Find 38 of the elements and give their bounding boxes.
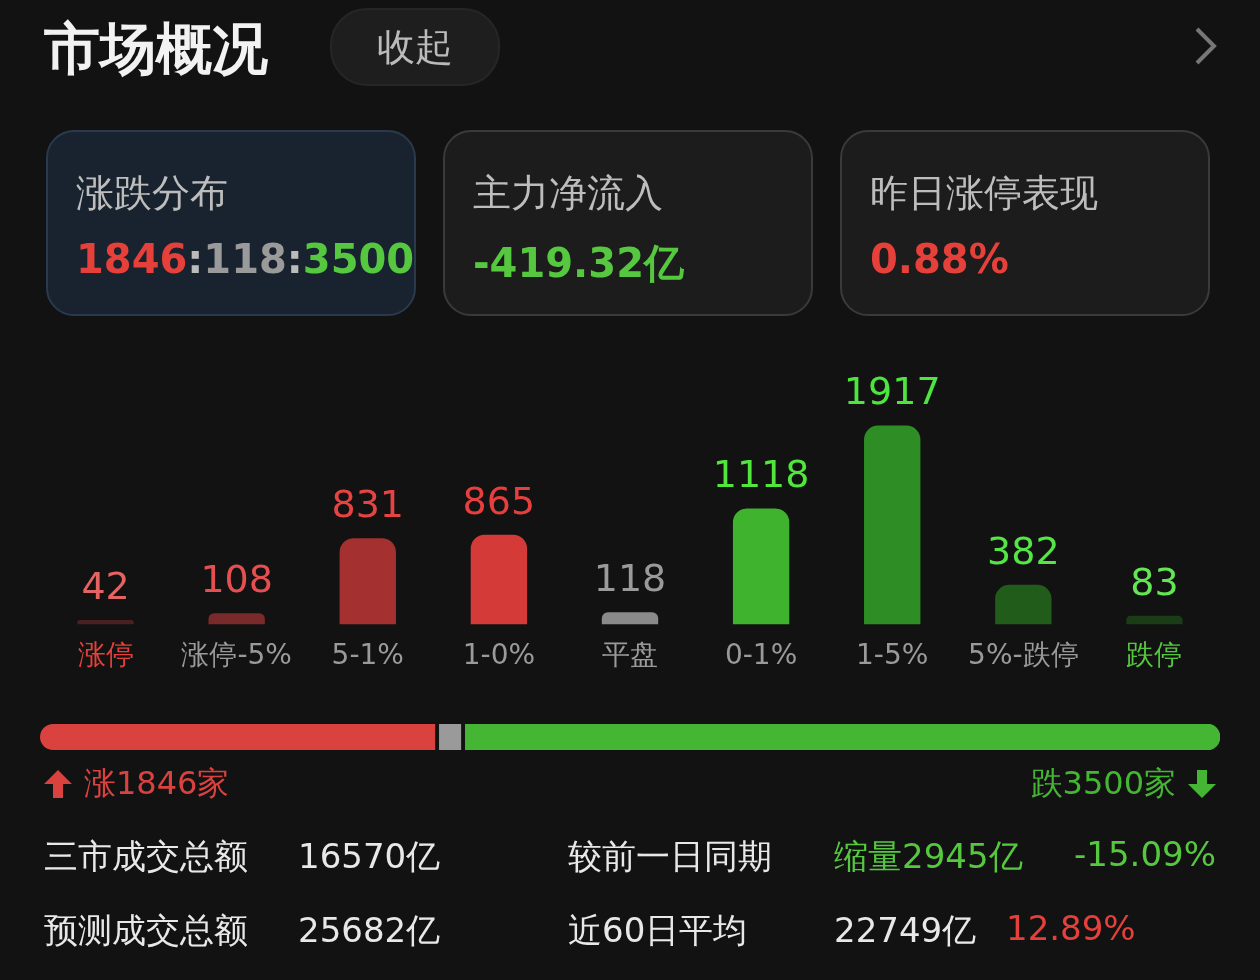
text: 25682亿: [298, 909, 441, 952]
data-label: 83: [1130, 559, 1179, 604]
data-label: 118: [593, 556, 667, 601]
x-tick-label: 5%-跌停: [968, 638, 1079, 672]
text: 16570亿: [298, 835, 441, 878]
text: 近60日平均: [568, 909, 748, 952]
x-tick-label: 5-1%: [331, 638, 404, 672]
text: 昨日涨停表现: [870, 170, 1098, 217]
data-label: 108: [200, 557, 273, 602]
text: 收起: [330, 8, 500, 86]
text: 涨跌分布: [76, 170, 228, 217]
data-label: 382: [987, 528, 1060, 573]
text: 1846:118:3500: [76, 236, 415, 282]
text: 主力净流入: [473, 170, 663, 217]
text: 较前一日同期: [568, 835, 772, 878]
data-label: 1118: [712, 452, 810, 497]
data-label: 865: [462, 478, 536, 523]
data-label: 831: [331, 482, 405, 527]
text: 涨1846家: [84, 763, 230, 804]
data-label: 1917: [843, 369, 941, 414]
x-tick-label: 平盘: [602, 638, 658, 672]
data-label: 42: [81, 563, 130, 608]
x-tick-label: 跌停: [1126, 638, 1183, 672]
text: 市场概况: [44, 15, 268, 83]
text: 三市成交总额: [44, 835, 248, 878]
x-tick-label: 涨停-5%: [181, 638, 292, 672]
text: 预测成交总额: [44, 909, 248, 952]
x-tick-label: 1-0%: [462, 638, 536, 672]
text: -419.32亿: [473, 240, 684, 286]
text: 12.89%: [1006, 908, 1136, 948]
text: -15.09%: [1074, 834, 1216, 874]
text: 跌3500家: [1030, 763, 1176, 804]
x-tick-label: 1-5%: [856, 638, 929, 672]
x-tick-label: 0-1%: [724, 638, 798, 672]
x-tick-label: 涨停: [77, 638, 134, 672]
text: 22749亿: [834, 909, 977, 952]
text: 缩量2945亿: [834, 835, 1023, 878]
text: 0.88%: [870, 236, 1009, 282]
